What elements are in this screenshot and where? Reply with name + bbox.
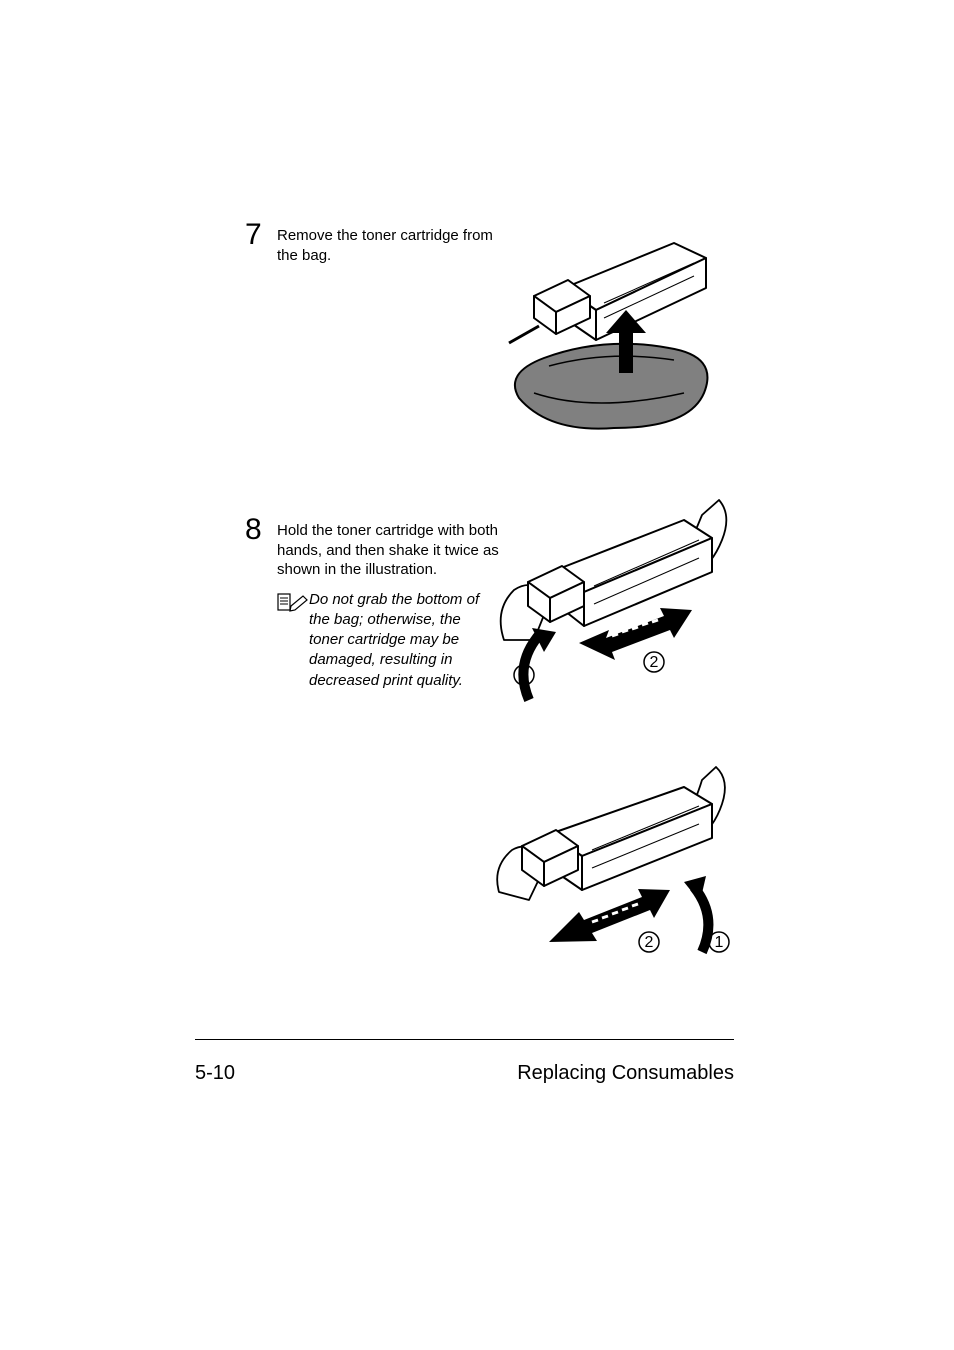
page-footer: 5-10 Replacing Consumables (195, 1062, 734, 1085)
document-page: 7 Remove the toner cartridge from the ba… (0, 0, 954, 1350)
svg-text:1: 1 (520, 667, 529, 684)
note-text: Do not grab the bottom of the bag; other… (309, 590, 499, 691)
svg-text:2: 2 (645, 934, 654, 951)
svg-text:2: 2 (650, 654, 659, 671)
footer-rule (195, 1039, 734, 1040)
step-text: Remove the toner cartridge from the bag. (277, 220, 507, 265)
illustration-remove-from-bag (494, 218, 734, 458)
svg-text:1: 1 (715, 934, 724, 951)
step-text: Hold the toner cartridge with both hands… (277, 515, 507, 580)
note-icon (277, 590, 309, 617)
section-title: Replacing Consumables (517, 1062, 734, 1085)
step-number: 7 (245, 220, 267, 250)
illustration-shake-1: 1 2 (494, 480, 734, 710)
page-number: 5-10 (195, 1062, 235, 1085)
step-number: 8 (245, 515, 267, 545)
illustration-shake-2: 2 1 (494, 752, 734, 982)
